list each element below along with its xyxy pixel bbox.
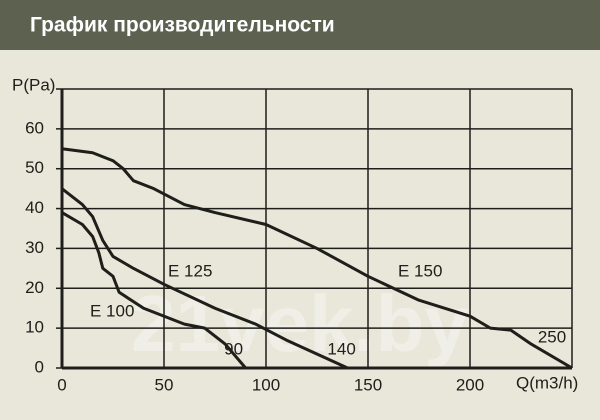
curve	[61, 187, 349, 370]
x-axis-label: Q(m3/h)	[516, 373, 578, 392]
x-tick-label: 50	[155, 375, 174, 394]
series-label: E 150	[398, 261, 442, 280]
curve	[61, 147, 573, 370]
y-tick-label: 30	[25, 238, 44, 257]
x-tick-label: 0	[57, 375, 66, 394]
x-tick-label: 100	[252, 375, 280, 394]
x-tick-label: 200	[456, 375, 484, 394]
chart-title: График производительности	[30, 14, 335, 37]
y-tick-label: 60	[25, 118, 44, 137]
y-tick-label: 0	[35, 357, 44, 376]
y-tick-label: 20	[25, 278, 44, 297]
series-label: E 125	[168, 261, 212, 280]
y-tick-label: 10	[25, 318, 44, 337]
y-tick-label: 40	[25, 198, 44, 217]
y-tick-label: 50	[25, 158, 44, 177]
y-axis-label: P(Pa)	[12, 75, 55, 94]
x-tick-label: 150	[354, 375, 382, 394]
curve	[61, 211, 247, 369]
end-label: 90	[224, 339, 243, 358]
end-label: 140	[327, 339, 355, 358]
end-label: 250	[538, 327, 566, 346]
series-label: E 100	[90, 301, 134, 320]
header-bar	[0, 0, 600, 50]
